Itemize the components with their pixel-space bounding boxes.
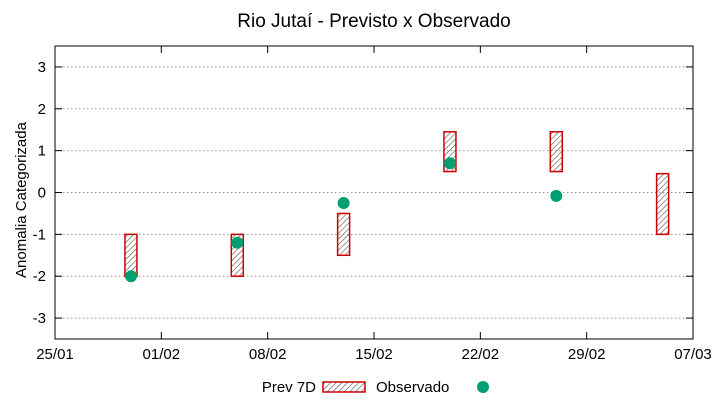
- forecast-range-box: [124, 233, 138, 277]
- observed-point: [337, 196, 350, 209]
- legend: Prev 7D Observado: [262, 379, 489, 396]
- observed-series: [124, 157, 563, 283]
- plot-frame: [54, 45, 694, 340]
- x-axis-ticks: 25/01 01/02 08/02 15/02 22/02 29/02 07/03: [36, 46, 712, 363]
- y-tick-label: -1: [33, 226, 46, 243]
- legend-swatch-prev: [322, 381, 366, 393]
- forecast-range-box: [336, 212, 351, 257]
- legend-swatch-observado: [477, 381, 489, 393]
- forecast-range-box: [655, 172, 670, 236]
- legend-label-observado: Observado: [376, 379, 449, 396]
- y-tick-label: 3: [38, 59, 46, 76]
- observed-point: [124, 270, 137, 283]
- x-tick-label: 15/02: [355, 346, 393, 363]
- y-tick-label: 0: [38, 185, 46, 202]
- forecast-range-box: [549, 131, 564, 173]
- y-tick-label: 2: [38, 101, 46, 118]
- observed-point: [443, 157, 456, 170]
- y-tick-label: -2: [33, 268, 46, 285]
- y-tick-label: -3: [33, 310, 46, 327]
- forecast-series: [124, 131, 670, 277]
- x-tick-label: 25/01: [36, 346, 74, 363]
- x-tick-label: 29/02: [568, 346, 606, 363]
- x-tick-label: 01/02: [143, 346, 181, 363]
- legend-label-prev: Prev 7D: [262, 379, 316, 396]
- chart-title: Rio Jutaí - Previsto x Observado: [237, 11, 511, 32]
- y-tick-label: 1: [38, 143, 46, 160]
- grid-lines: [55, 66, 693, 319]
- observed-point: [231, 236, 244, 249]
- observed-point: [550, 189, 563, 202]
- y-axis-label: Anomalia Categorizada: [13, 121, 30, 278]
- x-tick-label: 22/02: [462, 346, 500, 363]
- x-tick-label: 08/02: [249, 346, 287, 363]
- y-axis-ticks: 3 2 1 0 -1 -2 -3: [33, 59, 693, 327]
- x-tick-label: 07/03: [674, 346, 712, 363]
